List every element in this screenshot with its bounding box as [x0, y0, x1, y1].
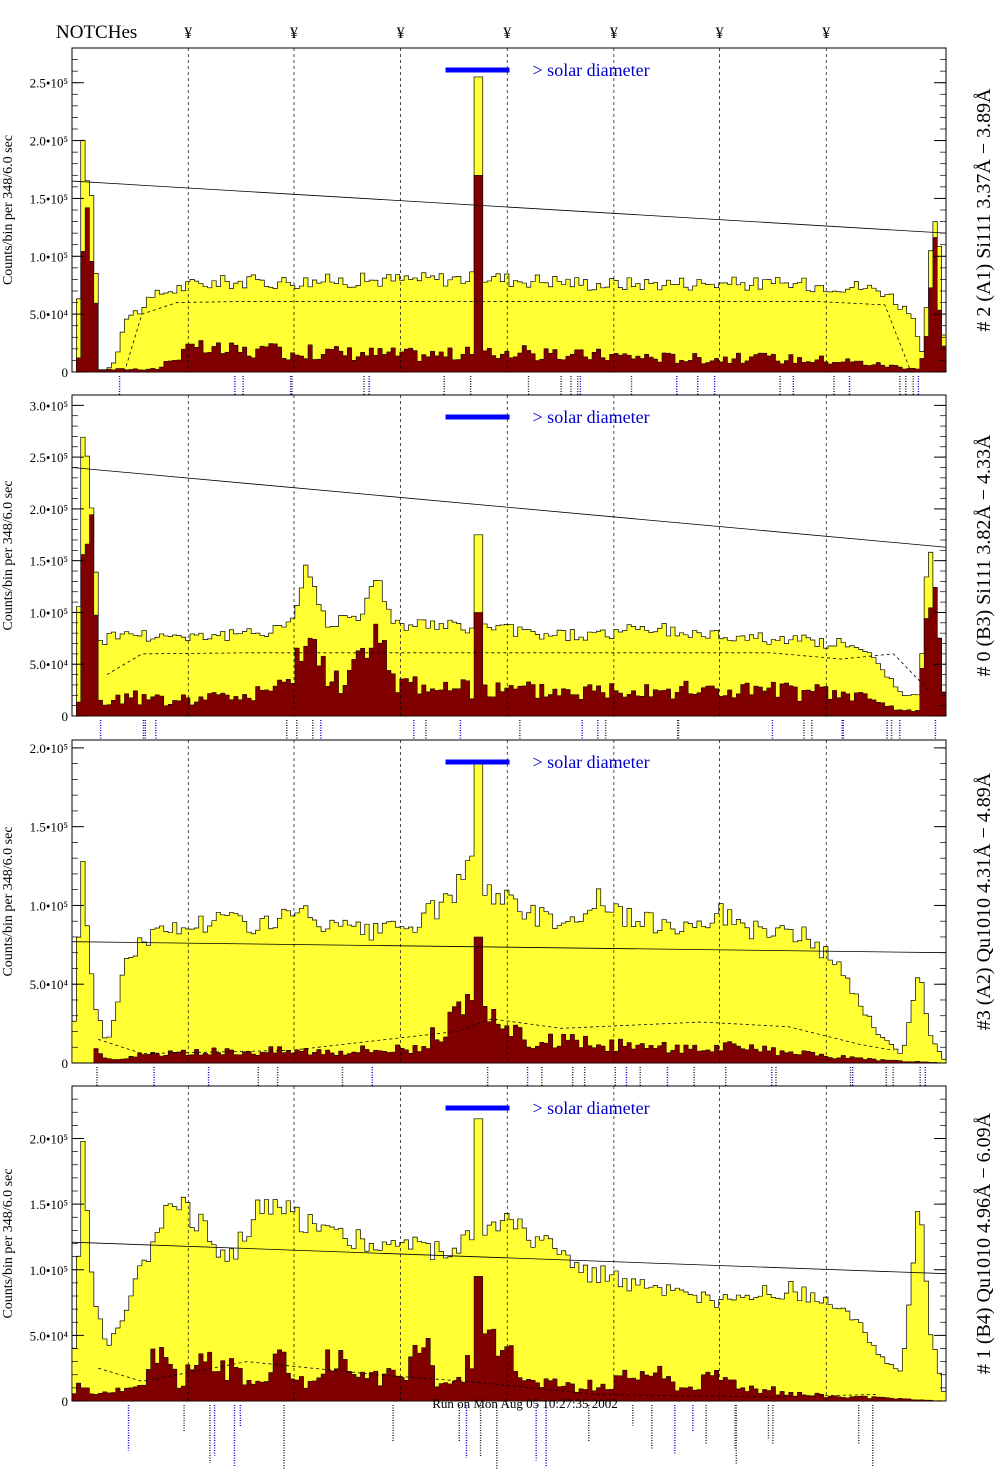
notch-marker-7: ¥ [822, 25, 830, 42]
y-tick-label: 1.5•10⁵ [30, 191, 68, 206]
solar-diameter-label: > solar diameter [533, 752, 650, 772]
panel-title: # 1 (B4) Qu1010 4.96Å − 6.09Å [973, 1112, 995, 1374]
panel-1: 0 5.0•10⁴ 1.0•10⁵ 1.5•10⁵ 2.0•10⁵ 2.5•10⁵ Coun… [1, 47, 995, 440]
panel-title: # 0 (B3) Si111 3.82Å − 4.33Å [973, 434, 995, 677]
y-tick-label: 1.0•10⁵ [30, 898, 68, 913]
y-axis-label: Counts/bin per 348/6.0 sec [1, 1168, 16, 1318]
y-tick-label: 5.0•10⁴ [30, 657, 69, 672]
notch-marker-5: ¥ [610, 25, 618, 42]
y-tick-label: 0 [62, 1056, 69, 1071]
notch-marker-6: ¥ [716, 25, 724, 42]
dashed-model-curve [98, 1361, 877, 1398]
dashed-model-curve [98, 1018, 894, 1054]
y-axis-label: Counts/bin per 348/6.0 sec [1, 135, 16, 285]
notches-label: NOTCHes [56, 22, 137, 43]
solar-diameter-label: > solar diameter [533, 1098, 650, 1118]
subset-histogram [71, 1276, 947, 1402]
notch-marker-3: ¥ [397, 25, 405, 42]
y-tick-label: 2.0•10⁵ [30, 741, 68, 756]
trend-line [71, 467, 947, 548]
y-tick-label: 2.5•10⁵ [30, 450, 68, 465]
y-tick-label: 1.5•10⁵ [30, 554, 68, 569]
subset-histogram [72, 936, 947, 1064]
subset-histogram [72, 175, 947, 373]
y-tick-label: 3.0•10⁵ [30, 398, 68, 413]
trend-line [71, 180, 947, 234]
y-tick-label: 2.0•10⁵ [30, 1132, 68, 1147]
y-tick-label: 1.0•10⁵ [30, 605, 68, 620]
y-tick-label: 0 [62, 1394, 69, 1409]
total-histogram [71, 1118, 947, 1402]
y-tick-label: 2.0•10⁵ [30, 502, 68, 517]
notch-marker-2: ¥ [290, 25, 298, 42]
notch-marker-1: ¥ [184, 25, 192, 42]
y-tick-label: 0 [62, 709, 69, 724]
y-tick-label: 1.0•10⁵ [30, 1263, 68, 1278]
y-axis-label: Counts/bin per 348/6.0 sec [1, 480, 16, 630]
solar-diameter-label: > solar diameter [533, 407, 650, 427]
panel-title: #3 (A2) Qu1010 4.31Å − 4.89Å [973, 772, 995, 1030]
run-timestamp: Run on Mon Aug 05 10:27:35 2002 [432, 1396, 618, 1411]
y-tick-label: 0 [62, 365, 69, 380]
dashed-model-curve [106, 652, 929, 691]
solar-diameter-label: > solar diameter [533, 60, 650, 80]
trend-line [71, 1241, 947, 1275]
total-histogram [71, 763, 947, 1064]
y-tick-label: 1.0•10⁵ [30, 249, 68, 264]
panel-3: 0 5.0•10⁴ 1.0•10⁵ 1.5•10⁵ 2.0•10⁵ Counts/bin … [1, 739, 995, 1131]
subset-histogram [72, 514, 947, 717]
panel-4: 0 5.0•10⁴ 1.0•10⁵ 1.5•10⁵ 2.0•10⁵ Counts/bin … [1, 1085, 995, 1470]
y-axis-label: Counts/bin per 348/6.0 sec [1, 826, 16, 976]
panel-2: 0 5.0•10⁴ 1.0•10⁵ 1.5•10⁵ 2.0•10⁵ 2.5•10⁵ 3.0•… [1, 394, 995, 784]
panel-title: # 2 (A1) Si111 3.37Å − 3.89Å [973, 88, 995, 332]
notch-markers: ¥ ¥ ¥ ¥ ¥ ¥ ¥ [184, 25, 830, 42]
chart-panels: 0 5.0•10⁴ 1.0•10⁵ 1.5•10⁵ 2.0•10⁵ 2.5•10⁵ Coun… [1, 47, 995, 1470]
y-tick-label: 5.0•10⁴ [30, 1328, 69, 1343]
y-tick-label: 1.5•10⁵ [30, 1197, 68, 1212]
notch-marker-4: ¥ [503, 25, 511, 42]
total-histogram [72, 76, 947, 373]
y-tick-label: 5.0•10⁴ [30, 307, 69, 322]
y-tick-label: 2.0•10⁵ [30, 134, 68, 149]
trend-line [71, 941, 947, 954]
total-histogram [72, 436, 947, 717]
y-tick-label: 5.0•10⁴ [30, 977, 69, 992]
y-tick-label: 2.5•10⁵ [30, 76, 68, 91]
dashed-model-curve [124, 301, 912, 373]
y-tick-label: 1.5•10⁵ [30, 820, 68, 835]
